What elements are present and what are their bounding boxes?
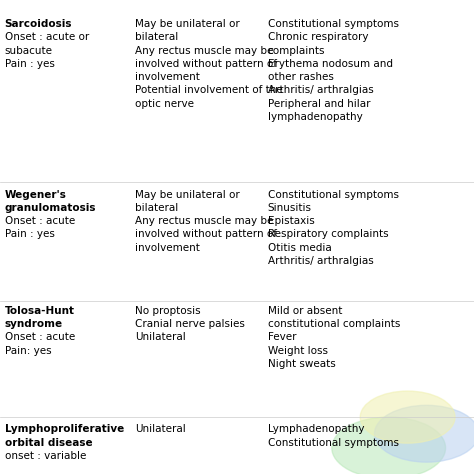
Text: involvement: involvement — [135, 243, 200, 253]
Ellipse shape — [360, 391, 455, 443]
Text: orbital disease: orbital disease — [5, 438, 92, 447]
Text: Onset : acute: Onset : acute — [5, 332, 75, 342]
Text: Epistaxis: Epistaxis — [268, 216, 315, 226]
Text: Tolosa-Hunt: Tolosa-Hunt — [5, 306, 75, 316]
Text: bilateral: bilateral — [135, 203, 178, 213]
Text: Onset : acute or: Onset : acute or — [5, 32, 89, 42]
Text: Constitutional symptoms: Constitutional symptoms — [268, 438, 399, 447]
Text: Unilateral: Unilateral — [135, 424, 186, 434]
Text: Onset : acute: Onset : acute — [5, 216, 75, 226]
Ellipse shape — [374, 405, 474, 462]
Text: Peripheral and hilar: Peripheral and hilar — [268, 99, 370, 109]
Text: Weight loss: Weight loss — [268, 346, 328, 356]
Text: Erythema nodosum and: Erythema nodosum and — [268, 59, 393, 69]
Text: Pain: yes: Pain: yes — [5, 346, 51, 356]
Text: Pain : yes: Pain : yes — [5, 229, 55, 239]
Text: No proptosis: No proptosis — [135, 306, 201, 316]
Text: lymphadenopathy: lymphadenopathy — [268, 112, 363, 122]
Text: Unilateral: Unilateral — [135, 332, 186, 342]
Text: optic nerve: optic nerve — [135, 99, 194, 109]
Text: Respiratory complaints: Respiratory complaints — [268, 229, 388, 239]
Text: syndrome: syndrome — [5, 319, 63, 329]
Text: May be unilateral or: May be unilateral or — [135, 190, 240, 200]
Text: Otitis media: Otitis media — [268, 243, 331, 253]
Text: Constitutional symptoms: Constitutional symptoms — [268, 19, 399, 29]
Text: Pain : yes: Pain : yes — [5, 59, 55, 69]
Text: Chronic respiratory: Chronic respiratory — [268, 32, 368, 42]
Text: Mild or absent: Mild or absent — [268, 306, 342, 316]
Text: Any rectus muscle may be: Any rectus muscle may be — [135, 216, 273, 226]
Text: subacute: subacute — [5, 46, 53, 55]
Text: Constitutional symptoms: Constitutional symptoms — [268, 190, 399, 200]
Text: Lymphadenopathy: Lymphadenopathy — [268, 424, 365, 434]
Text: onset : variable: onset : variable — [5, 451, 86, 461]
Text: Fever: Fever — [268, 332, 296, 342]
Text: other rashes: other rashes — [268, 72, 334, 82]
Text: bilateral: bilateral — [135, 32, 178, 42]
Text: Cranial nerve palsies: Cranial nerve palsies — [135, 319, 245, 329]
Ellipse shape — [332, 417, 446, 474]
Text: Arthritis/ arthralgias: Arthritis/ arthralgias — [268, 256, 374, 266]
Text: Sarcoidosis: Sarcoidosis — [5, 19, 72, 29]
Text: Any rectus muscle may be: Any rectus muscle may be — [135, 46, 273, 55]
Text: Lymphoproliferative: Lymphoproliferative — [5, 424, 124, 434]
Text: Wegener's: Wegener's — [5, 190, 67, 200]
Text: complaints: complaints — [268, 46, 325, 55]
Text: May be unilateral or: May be unilateral or — [135, 19, 240, 29]
Text: involved without pattern of: involved without pattern of — [135, 59, 277, 69]
Text: granulomatosis: granulomatosis — [5, 203, 96, 213]
Text: involved without pattern of: involved without pattern of — [135, 229, 277, 239]
Text: Potential involvement of the: Potential involvement of the — [135, 85, 283, 95]
Text: Arthritis/ arthralgias: Arthritis/ arthralgias — [268, 85, 374, 95]
Text: involvement: involvement — [135, 72, 200, 82]
Text: Night sweats: Night sweats — [268, 359, 336, 369]
Text: Sinusitis: Sinusitis — [268, 203, 312, 213]
Text: constitutional complaints: constitutional complaints — [268, 319, 400, 329]
